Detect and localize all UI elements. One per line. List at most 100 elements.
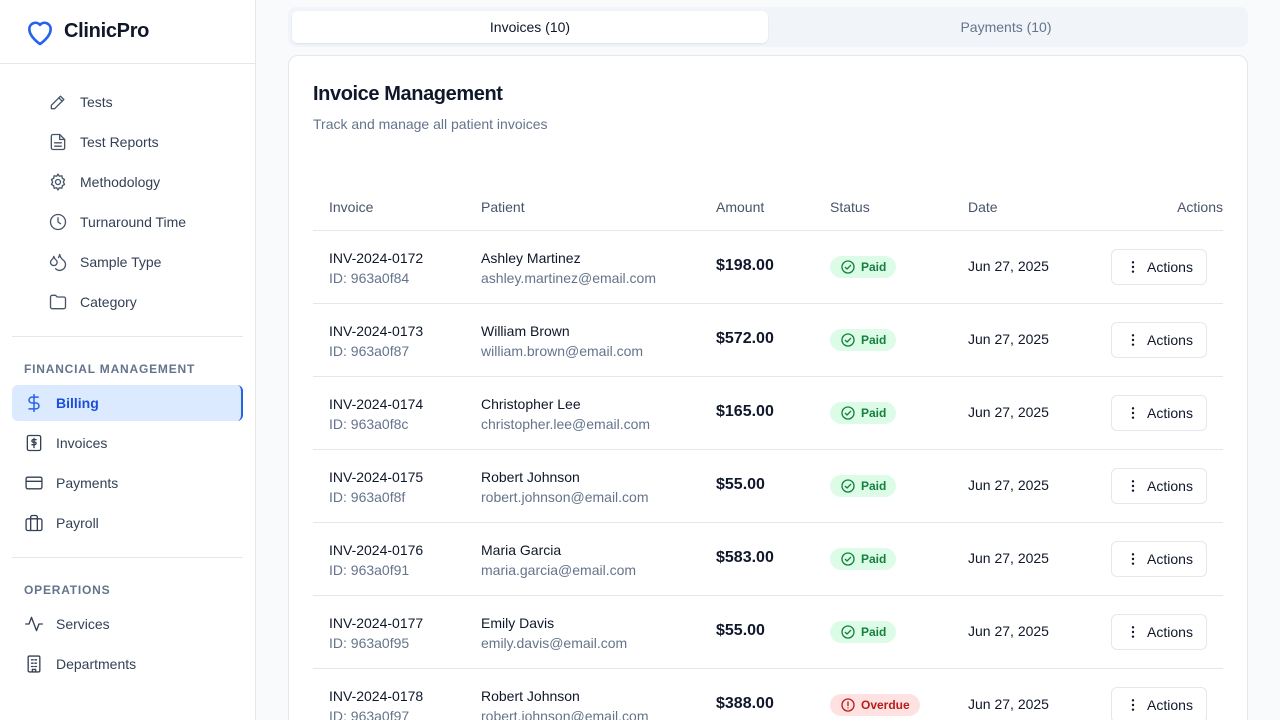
check-circle-icon bbox=[840, 405, 861, 421]
sidebar-item-label: Category bbox=[80, 294, 137, 310]
actions-button[interactable]: Actions bbox=[1111, 395, 1207, 431]
alert-circle-icon bbox=[840, 697, 861, 713]
receipt-icon bbox=[26, 434, 42, 452]
status-label: Paid bbox=[861, 552, 887, 566]
sidebar-item-test-reports[interactable]: Test Reports bbox=[48, 130, 159, 154]
table-body: INV-2024-0172 ID: 963a0f84 Ashley Martin… bbox=[313, 231, 1223, 720]
amount: $198.00 bbox=[716, 257, 774, 274]
file-text-icon bbox=[50, 133, 66, 151]
sidebar-item-methodology[interactable]: Methodology bbox=[48, 170, 160, 194]
invoice-cell: INV-2024-0177 ID: 963a0f95 bbox=[329, 613, 423, 653]
sidebar-item-label: Payments bbox=[56, 475, 119, 491]
invoice-cell: INV-2024-0176 ID: 963a0f91 bbox=[329, 540, 423, 580]
invoice-id: ID: 963a0f8f bbox=[329, 489, 406, 505]
tab-payments[interactable]: Payments (10) bbox=[960, 19, 1052, 35]
invoice-number: INV-2024-0178 bbox=[329, 688, 424, 704]
table-row: INV-2024-0177 ID: 963a0f95 Emily Davis e… bbox=[313, 596, 1223, 669]
invoice-number: INV-2024-0173 bbox=[329, 323, 424, 339]
sidebar-item-turnaround-time[interactable]: Turnaround Time bbox=[48, 210, 186, 234]
actions-button[interactable]: Actions bbox=[1111, 322, 1207, 358]
sidebar-item-tests[interactable]: Tests bbox=[48, 90, 113, 114]
invoice-cell: INV-2024-0175 ID: 963a0f8f bbox=[329, 467, 423, 507]
sidebar-item-label: Tests bbox=[80, 94, 113, 110]
actions-button[interactable]: Actions bbox=[1111, 541, 1207, 577]
activity-icon bbox=[25, 616, 43, 632]
status-label: Paid bbox=[861, 479, 887, 493]
table-header: Invoice Patient Amount Status Date Actio… bbox=[313, 186, 1223, 231]
section-label-operations: OPERATIONS bbox=[24, 583, 111, 597]
more-vertical-icon bbox=[1131, 480, 1135, 492]
invoice-date: Jun 27, 2025 bbox=[968, 550, 1049, 566]
sidebar-item-payments[interactable]: Payments bbox=[12, 465, 243, 501]
more-vertical-icon bbox=[1131, 626, 1135, 638]
table-row: INV-2024-0175 ID: 963a0f8f Robert Johnso… bbox=[313, 450, 1223, 523]
status-cell: Paid bbox=[830, 402, 897, 426]
invoice-id: ID: 963a0f87 bbox=[329, 343, 410, 359]
status-cell: Paid bbox=[830, 621, 897, 645]
invoice-id: ID: 963a0f97 bbox=[329, 708, 410, 720]
header-patient: Patient bbox=[481, 199, 525, 215]
amount: $583.00 bbox=[716, 549, 774, 566]
sidebar-item-category[interactable]: Category bbox=[48, 290, 137, 314]
actions-button[interactable]: Actions bbox=[1111, 687, 1207, 720]
sidebar-item-invoices[interactable]: Invoices bbox=[12, 425, 243, 461]
invoice-cell: INV-2024-0174 ID: 963a0f8c bbox=[329, 394, 423, 434]
pencil-icon bbox=[50, 95, 65, 110]
brand-name: ClinicPro bbox=[64, 20, 150, 42]
more-vertical-icon bbox=[1131, 553, 1135, 565]
tab-bar: Invoices (10) Payments (10) bbox=[288, 7, 1248, 47]
actions-button[interactable]: Actions bbox=[1111, 249, 1207, 285]
patient-cell: Emily Davis emily.davis@email.com bbox=[481, 613, 627, 653]
briefcase-icon bbox=[25, 514, 43, 532]
status-badge: Paid bbox=[830, 548, 897, 570]
invoice-id: ID: 963a0f8c bbox=[329, 416, 409, 432]
amount: $55.00 bbox=[716, 476, 765, 493]
invoice-cell: INV-2024-0178 ID: 963a0f97 bbox=[329, 686, 423, 720]
patient-name: Emily Davis bbox=[481, 615, 555, 631]
header-status: Status bbox=[830, 199, 870, 215]
heart-icon bbox=[27, 20, 53, 45]
table-row: INV-2024-0176 ID: 963a0f91 Maria Garcia … bbox=[313, 523, 1223, 596]
actions-button[interactable]: Actions bbox=[1111, 468, 1207, 504]
status-cell: Paid bbox=[830, 256, 897, 280]
actions-label: Actions bbox=[1147, 332, 1193, 348]
amount: $388.00 bbox=[716, 695, 774, 712]
droplets-icon bbox=[49, 253, 67, 271]
invoice-number: INV-2024-0175 bbox=[329, 469, 424, 485]
amount: $55.00 bbox=[716, 622, 765, 639]
actions-button[interactable]: Actions bbox=[1111, 614, 1207, 650]
sidebar-item-label: Billing bbox=[56, 395, 99, 411]
status-cell: Paid bbox=[830, 329, 897, 353]
patient-email: william.brown@email.com bbox=[481, 343, 644, 359]
sidebar-item-services[interactable]: Services bbox=[12, 606, 243, 642]
status-label: Paid bbox=[861, 625, 887, 639]
invoice-id: ID: 963a0f91 bbox=[329, 562, 410, 578]
patient-cell: Robert Johnson robert.johnson@email.com bbox=[481, 467, 649, 507]
sidebar-item-payroll[interactable]: Payroll bbox=[12, 505, 243, 541]
status-label: Overdue bbox=[861, 698, 910, 712]
credit-card-icon bbox=[25, 476, 43, 490]
page-title: Invoice Management bbox=[313, 83, 503, 105]
status-label: Paid bbox=[861, 260, 887, 274]
actions-label: Actions bbox=[1147, 624, 1193, 640]
check-circle-icon bbox=[840, 332, 861, 348]
invoice-table: Invoice Patient Amount Status Date Actio… bbox=[313, 186, 1223, 720]
tab-invoices[interactable]: Invoices (10) bbox=[292, 11, 768, 43]
header-date: Date bbox=[968, 199, 998, 215]
patient-cell: Maria Garcia maria.garcia@email.com bbox=[481, 540, 636, 580]
patient-email: christopher.lee@email.com bbox=[481, 416, 651, 432]
invoice-date: Jun 27, 2025 bbox=[968, 258, 1049, 274]
patient-cell: William Brown william.brown@email.com bbox=[481, 321, 643, 361]
invoice-number: INV-2024-0177 bbox=[329, 615, 424, 631]
patient-name: Robert Johnson bbox=[481, 469, 580, 485]
sidebar-divider bbox=[12, 557, 243, 558]
sidebar-item-departments[interactable]: Departments bbox=[12, 646, 243, 682]
folder-icon bbox=[49, 294, 67, 310]
sidebar-item-billing[interactable]: Billing bbox=[12, 385, 243, 421]
sidebar-item-sample-type[interactable]: Sample Type bbox=[48, 250, 161, 274]
patient-name: Maria Garcia bbox=[481, 542, 562, 558]
status-cell: Paid bbox=[830, 548, 897, 572]
brand[interactable]: ClinicPro bbox=[0, 0, 255, 64]
check-circle-icon bbox=[840, 624, 861, 640]
invoice-cell: INV-2024-0173 ID: 963a0f87 bbox=[329, 321, 423, 361]
